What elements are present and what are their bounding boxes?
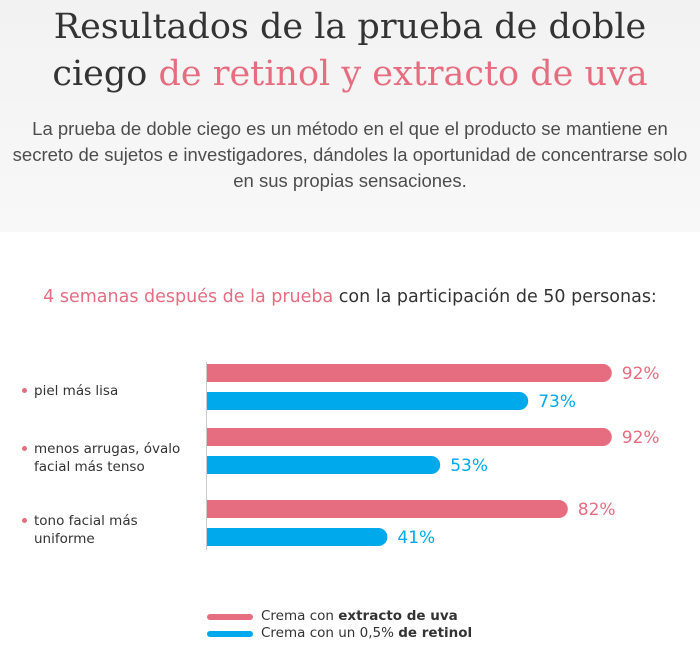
category-text: menos arrugas, óvalo facial más tenso <box>34 441 181 475</box>
bar-left-cap <box>207 456 225 474</box>
bar-grape-3 <box>207 500 568 518</box>
page-title: Resultados de la prueba de doble ciego d… <box>0 4 700 98</box>
bar-grape-1 <box>207 364 612 382</box>
intro-text: La prueba de doble ciego es un método en… <box>12 118 688 191</box>
bar-grape-2 <box>207 428 612 446</box>
category-text: tono facial más uniforme <box>34 513 138 547</box>
data-label: 92% <box>622 428 660 448</box>
legend-prefix: Crema con <box>261 608 339 624</box>
legend-prefix: Crema con un 0,5% <box>261 625 399 641</box>
subtitle-accent: 4 semanas después de la prueba <box>43 287 334 307</box>
bar-left-cap <box>207 364 225 382</box>
bar-left-cap <box>207 392 225 410</box>
legend-label: Crema con extracto de uva <box>261 608 458 625</box>
category-label-2: menos arrugas, óvalo facial más tenso <box>22 440 197 476</box>
title-line-2-plain: ciego <box>52 54 159 94</box>
data-label: 92% <box>622 364 660 384</box>
bullet-dot-icon <box>22 388 27 393</box>
subtitle-rest: con la participación de 50 personas: <box>333 287 657 307</box>
bullet-dot-icon <box>22 518 27 523</box>
bar-left-cap <box>207 428 225 446</box>
bar-chart: 92% 73% 92% 53% 82% 41% <box>206 362 660 550</box>
header-panel: Resultados de la prueba de doble ciego d… <box>0 0 700 232</box>
chart-subtitle: 4 semanas después de la prueba con la pa… <box>20 286 680 309</box>
title-line-2-accent: de retinol y extracto de uva <box>158 54 648 94</box>
data-label: 73% <box>538 392 576 412</box>
legend-swatch-pink <box>207 614 253 620</box>
bar-retinol-1 <box>207 392 529 410</box>
data-label: 82% <box>578 500 616 520</box>
bar-retinol-2 <box>207 456 441 474</box>
bullet-dot-icon <box>22 446 27 451</box>
bar-retinol-3 <box>207 528 388 546</box>
data-label: 41% <box>397 528 435 548</box>
bar-left-cap <box>207 528 225 546</box>
title-line-1: Resultados de la prueba de doble <box>53 7 647 47</box>
legend-swatch-blue <box>207 631 253 637</box>
category-label-1: piel más lisa <box>22 382 197 400</box>
data-label: 53% <box>450 456 488 476</box>
category-label-3: tono facial más uniforme <box>22 512 197 548</box>
bar-left-cap <box>207 500 225 518</box>
legend-bold: extracto de uva <box>338 608 458 624</box>
category-text: piel más lisa <box>34 383 119 399</box>
legend-bold: de retinol <box>398 625 473 641</box>
legend-label: Crema con un 0,5% de retinol <box>261 625 472 642</box>
